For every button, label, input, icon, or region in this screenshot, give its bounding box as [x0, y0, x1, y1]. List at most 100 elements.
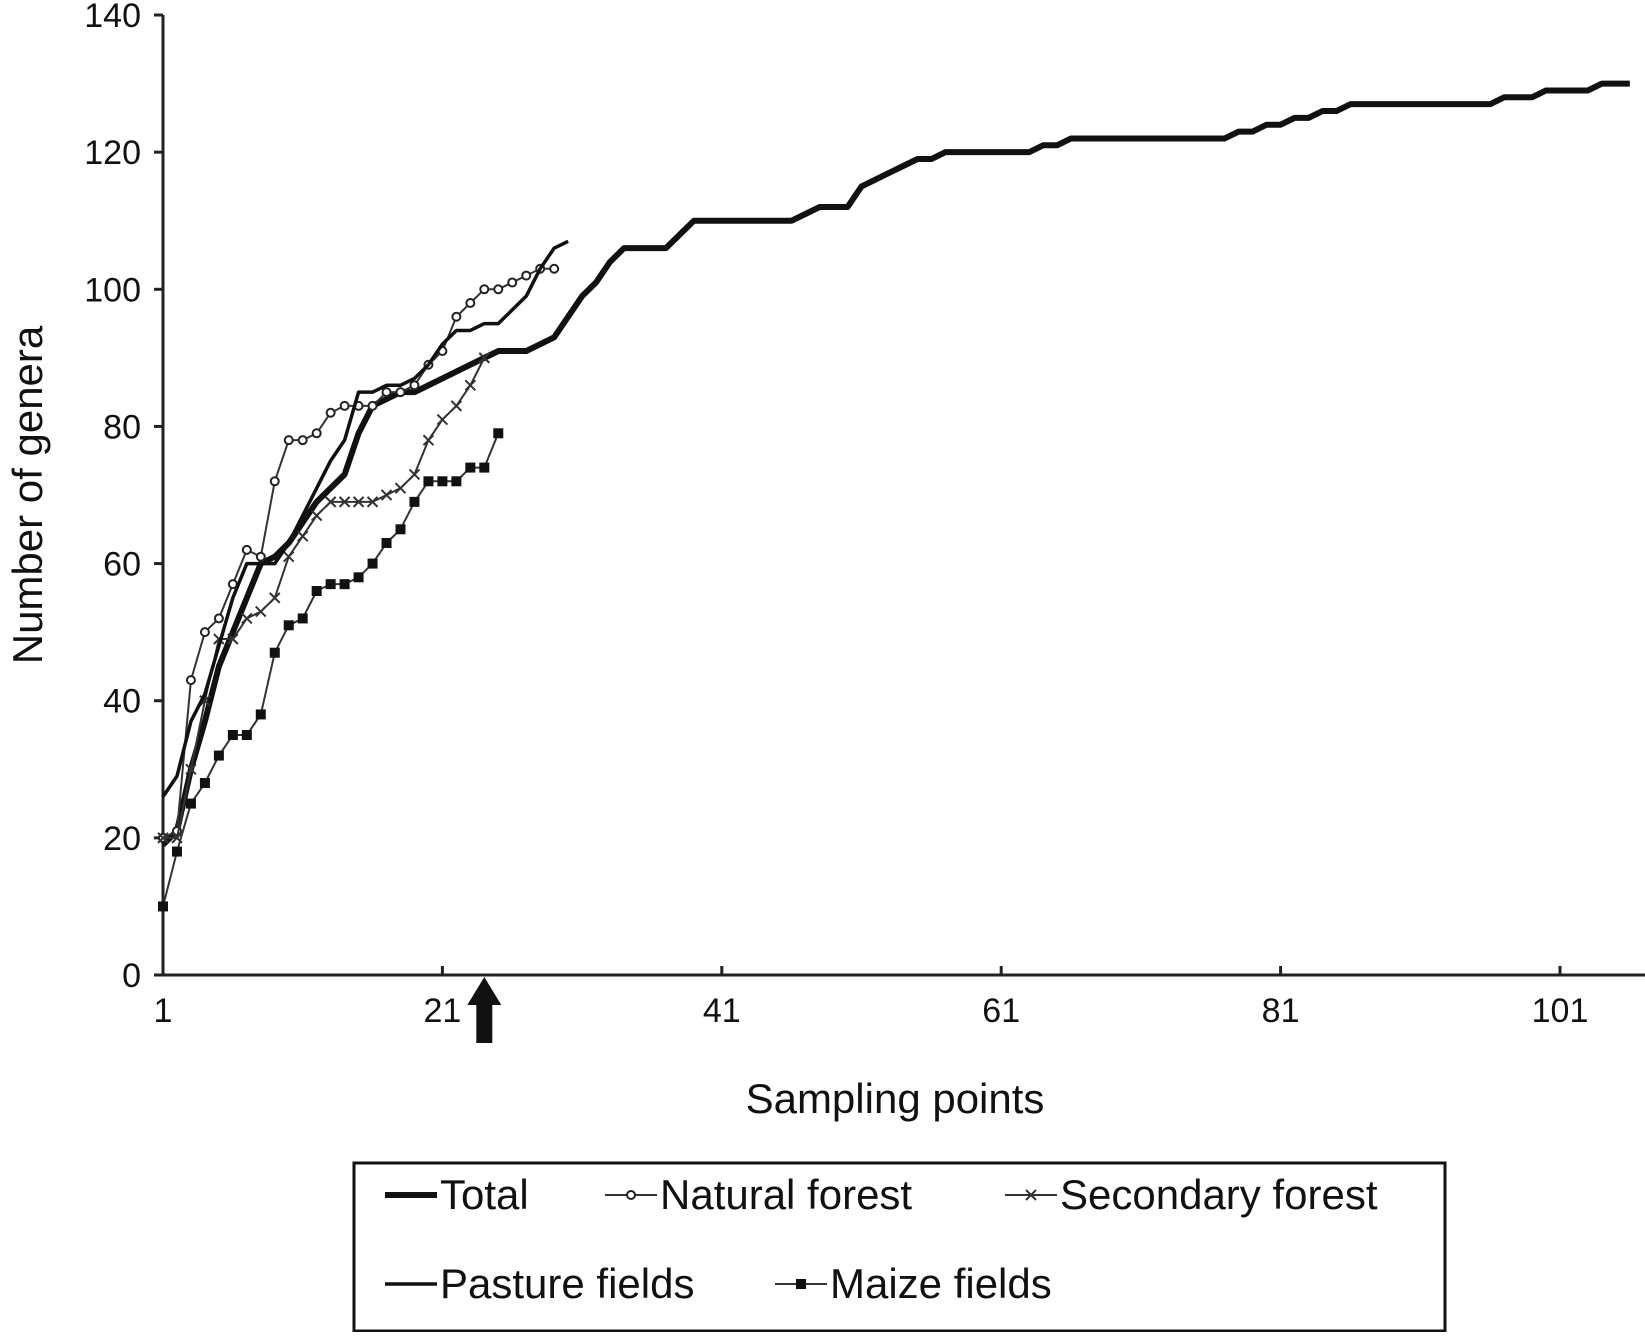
point-maize-fields [339, 579, 350, 590]
legend-item-total: Total [385, 1171, 529, 1218]
point-natural-forest [269, 476, 280, 487]
point-natural-forest [409, 380, 420, 391]
point-natural-forest [521, 270, 532, 281]
series-maize-fields [158, 428, 504, 912]
legend-label: Natural forest [660, 1171, 912, 1218]
legend-marker [796, 1279, 806, 1289]
point-secondary-forest [394, 482, 407, 494]
series-secondary-forest [157, 352, 491, 844]
point-natural-forest [255, 551, 266, 562]
point-maize-fields [283, 620, 294, 631]
point-secondary-forest [310, 509, 323, 522]
point-maize-fields [185, 798, 196, 809]
legend-item-secondary-forest: Secondary forest [1005, 1171, 1378, 1218]
point-natural-forest [199, 627, 210, 638]
arrow-up-icon [467, 977, 502, 1043]
point-secondary-forest [157, 832, 169, 844]
point-natural-forest [395, 387, 406, 398]
point-natural-forest [465, 298, 476, 309]
point-maize-fields [353, 572, 364, 583]
x-axis-label: Sampling points [746, 1075, 1045, 1122]
point-maize-fields [199, 778, 210, 789]
point-maize-fields [395, 524, 406, 535]
point-natural-forest [297, 435, 308, 446]
point-secondary-forest [324, 496, 337, 508]
point-natural-forest [213, 613, 224, 624]
point-natural-forest [451, 311, 462, 322]
legend: Total Natural forest Secondary forest Pastu… [352, 1161, 1447, 1333]
point-secondary-forest [478, 352, 491, 364]
legend-box [352, 1161, 1447, 1333]
point-maize-fields [311, 586, 322, 597]
point-maize-fields [367, 558, 378, 569]
point-natural-forest [507, 277, 518, 288]
point-secondary-forest [422, 434, 435, 446]
x-tick-label: 41 [703, 992, 741, 1030]
point-secondary-forest [380, 489, 393, 501]
point-maize-fields [381, 538, 392, 549]
point-maize-fields [158, 901, 168, 912]
point-secondary-forest [269, 592, 281, 604]
legend-item-pasture-fields: Pasture fields [385, 1260, 694, 1307]
x-tick-label: 1 [154, 992, 173, 1030]
y-tick-label: 80 [103, 408, 141, 446]
y-tick-label: 60 [103, 546, 141, 584]
point-natural-forest [283, 435, 294, 446]
point-maize-fields [465, 462, 476, 473]
point-secondary-forest [408, 468, 421, 481]
point-maize-fields [423, 476, 434, 487]
point-natural-forest [381, 387, 392, 398]
line-secondary-forest [163, 357, 486, 839]
point-maize-fields [493, 428, 504, 439]
series-total [160, 80, 1630, 847]
point-secondary-forest [436, 413, 449, 426]
x-tick-label: 101 [1532, 992, 1589, 1030]
legend-marker [626, 1190, 636, 1200]
point-natural-forest [241, 544, 252, 555]
point-maize-fields [227, 730, 238, 741]
point-maize-fields [437, 476, 448, 487]
point-natural-forest [549, 263, 560, 274]
legend-marker [1025, 1189, 1037, 1201]
point-maize-fields [479, 462, 490, 473]
point-natural-forest [185, 675, 196, 686]
point-maize-fields [269, 647, 280, 658]
legend-label: Secondary forest [1060, 1171, 1378, 1218]
y-axis-label: Number of genera [4, 325, 51, 664]
point-maize-fields [171, 846, 182, 857]
point-secondary-forest [283, 551, 295, 563]
point-maize-fields [213, 750, 224, 761]
point-natural-forest [339, 400, 350, 411]
legend-item-natural-forest: Natural forest [605, 1171, 912, 1218]
point-secondary-forest [366, 496, 379, 508]
point-maize-fields [297, 613, 308, 624]
line-pasture-fields [161, 239, 569, 798]
legend-label: Pasture fields [440, 1260, 694, 1307]
y-tick-label: 0 [122, 957, 141, 995]
point-natural-forest [367, 400, 378, 411]
axes: 0 20 40 60 80 100 120 140 1 21 41 61 81 101 [84, 0, 1645, 1043]
point-secondary-forest [185, 763, 197, 775]
x-tick-label: 81 [1262, 992, 1300, 1030]
y-tick-label: 140 [84, 0, 141, 35]
legend-item-maize-fields: Maize fields [775, 1260, 1052, 1307]
point-secondary-forest [227, 633, 239, 645]
point-maize-fields [241, 730, 252, 741]
point-secondary-forest [255, 605, 267, 618]
series-layer [157, 80, 1630, 912]
legend-label: Total [440, 1171, 529, 1218]
line-total [160, 80, 1630, 847]
y-tick-label: 120 [84, 134, 141, 172]
point-secondary-forest [464, 379, 477, 392]
point-secondary-forest [296, 530, 309, 542]
point-natural-forest [325, 407, 336, 418]
point-secondary-forest [241, 612, 253, 625]
point-secondary-forest [352, 496, 365, 508]
legend-label: Maize fields [830, 1260, 1052, 1307]
point-natural-forest [311, 428, 322, 439]
y-tick-label: 100 [84, 271, 141, 309]
y-tick-label: 20 [103, 820, 141, 858]
series-pasture-fields [161, 239, 569, 798]
point-secondary-forest [450, 400, 463, 412]
